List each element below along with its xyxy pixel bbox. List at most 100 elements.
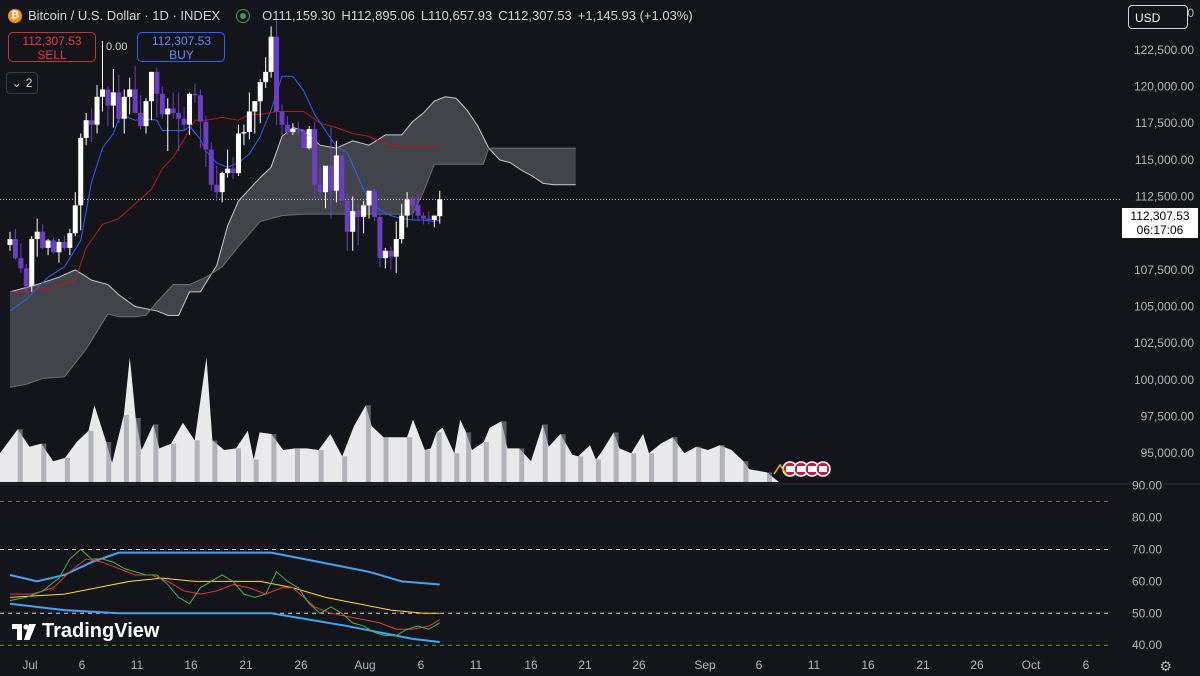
candle-body [127, 89, 133, 97]
indicator-count: 2 [25, 76, 33, 90]
candle-body [366, 190, 372, 206]
osc-fast-line [9, 548, 441, 637]
time-tick-label: Jul [22, 658, 37, 672]
price-tick-label: 97,500.00 [1141, 410, 1195, 424]
candle-body [295, 129, 301, 131]
volume-slice [519, 448, 525, 482]
candle-body [7, 239, 13, 245]
candle-body [203, 121, 209, 150]
volume-slice [436, 432, 442, 482]
candle-body [154, 71, 160, 94]
candle-body [350, 211, 356, 232]
candle-body [301, 130, 307, 149]
candle-body [29, 239, 35, 286]
price-tick-label: 112,500.00 [1135, 190, 1194, 204]
candle-body [67, 233, 73, 248]
candle-body [252, 101, 258, 112]
volume-slice [767, 472, 772, 482]
candle-body [170, 108, 176, 113]
volume-slice [454, 453, 460, 482]
candle-body [317, 184, 323, 193]
time-tick-label: 11 [470, 658, 483, 672]
time-tick-label: 26 [970, 658, 984, 672]
candle-body [208, 149, 214, 185]
time-tick-label: 16 [524, 658, 538, 672]
time-tick-label: 11 [808, 658, 821, 672]
time-tick-label: 6 [1083, 658, 1090, 672]
price-tick-label: 105,000.00 [1134, 300, 1194, 314]
volume-slice [424, 450, 430, 482]
volume-slice [672, 437, 678, 482]
candle-body [78, 137, 84, 206]
time-tick-label: 6 [418, 658, 425, 672]
candle-body [274, 36, 280, 112]
candle-body [279, 111, 285, 125]
time-tick-label: 21 [578, 658, 592, 672]
volume-slice [383, 437, 389, 482]
candle-body [393, 239, 399, 257]
volume-slice [271, 434, 277, 482]
price-tick-label: 120,000.00 [1134, 80, 1194, 94]
buy-button[interactable]: 112,307.53 BUY [137, 32, 226, 62]
candle-body [159, 93, 165, 115]
band-upper-line [9, 551, 440, 586]
symbol-legend[interactable]: ₿ Bitcoin / U.S. Dollar · 1D · INDEX O11… [8, 8, 693, 23]
candle-body [230, 168, 236, 174]
low-key: L [420, 8, 429, 23]
symbol-title[interactable]: Bitcoin / U.S. Dollar · 1D · INDEX [28, 8, 221, 23]
volume-slice [501, 421, 507, 482]
candle-body [121, 96, 127, 119]
candle-body [23, 268, 29, 286]
last-price-tag: 112,307.53 06:17:06 [1122, 208, 1198, 238]
open-key: O [262, 8, 273, 23]
candle-body [18, 258, 24, 269]
flag-icon [786, 466, 794, 472]
tradingview-logo: TradingView [12, 620, 159, 643]
volume-slice [595, 459, 601, 482]
ichimoku-cloud [10, 96, 576, 388]
volume-slice [41, 443, 47, 482]
candle-body [176, 112, 182, 119]
candle-body [377, 217, 383, 259]
osc-tick-label: 80.00 [1132, 511, 1162, 525]
candle-body [110, 92, 116, 106]
time-tick-label: 26 [632, 658, 646, 672]
candle-body [12, 239, 18, 259]
candle-body [72, 205, 78, 234]
cloud-upper-line [9, 96, 576, 316]
candle-body [404, 199, 410, 216]
candle-body [420, 215, 426, 219]
settings-gear-icon[interactable]: ⚙ [1159, 658, 1172, 674]
volume-slice [64, 458, 70, 482]
candle-body [323, 165, 329, 193]
volume-slice [194, 440, 200, 482]
cloud-lower-line [9, 147, 576, 388]
sell-button[interactable]: 112,307.53 SELL [8, 32, 96, 62]
ohlc-values: O111,159.30 H112,895.06 L110,657.93 C112… [262, 8, 693, 23]
open-value: 111,159.30 [272, 8, 336, 23]
candle-body [197, 95, 203, 122]
volume-slice [719, 445, 725, 482]
price-tick-label: 115,000.00 [1135, 153, 1194, 167]
candle-body [214, 184, 220, 193]
currency-select[interactable]: USD [1128, 5, 1188, 29]
price-tick-label: 107,500.00 [1134, 263, 1194, 277]
candle-body [290, 129, 296, 132]
candle-body [257, 82, 263, 102]
candle-body [263, 71, 269, 83]
candle-body [192, 93, 198, 96]
bitcoin-icon: ₿ [8, 8, 22, 23]
indicators-toggle[interactable]: ⌄ 2 [6, 72, 38, 94]
volume-slice [253, 459, 259, 482]
price-tick-label: 100,000.00 [1134, 373, 1194, 387]
osc-tick-label: 50.00 [1132, 606, 1162, 620]
osc-mid-line [10, 558, 441, 630]
flag-icon [819, 466, 827, 472]
high-key: H [341, 8, 351, 23]
candle-body [105, 89, 111, 106]
chevron-down-icon: ⌄ [11, 76, 22, 90]
candle-body [312, 129, 318, 185]
candle-body [437, 199, 443, 217]
candle-body [99, 89, 105, 97]
